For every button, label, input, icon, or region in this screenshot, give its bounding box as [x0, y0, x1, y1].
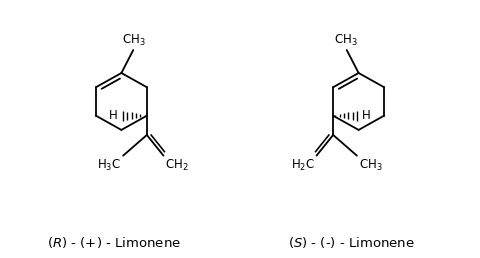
Text: CH$_3$: CH$_3$ [334, 33, 358, 48]
Text: H: H [362, 109, 371, 122]
Text: $(S)$ - (-) - Limonene: $(S)$ - (-) - Limonene [288, 235, 415, 250]
Text: CH$_3$: CH$_3$ [122, 33, 146, 48]
Text: $(R)$ - (+) - Limonene: $(R)$ - (+) - Limonene [48, 235, 181, 250]
Text: H: H [109, 109, 118, 122]
Text: H$_3$C: H$_3$C [97, 158, 121, 173]
Text: H$_2$C: H$_2$C [290, 158, 314, 173]
Text: CH$_3$: CH$_3$ [359, 158, 383, 173]
Text: CH$_2$: CH$_2$ [166, 158, 189, 173]
